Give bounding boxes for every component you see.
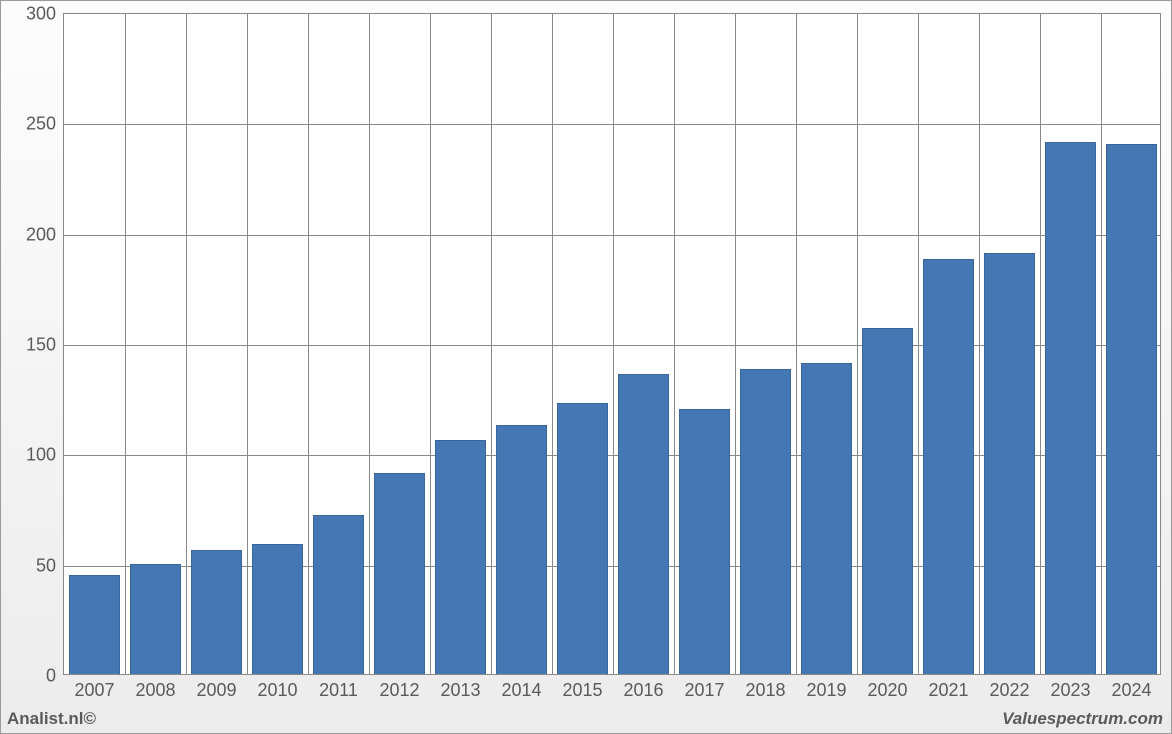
x-tick-label: 2013: [440, 674, 480, 701]
bar: [740, 369, 790, 674]
bar: [496, 425, 546, 674]
x-tick-label: 2020: [867, 674, 907, 701]
x-tick-label: 2019: [806, 674, 846, 701]
x-tick-label: 2024: [1111, 674, 1151, 701]
gridline-vertical: [430, 14, 431, 674]
gridline-vertical: [735, 14, 736, 674]
gridline-vertical: [796, 14, 797, 674]
bar: [69, 575, 119, 674]
gridline-vertical: [1040, 14, 1041, 674]
x-tick-label: 2014: [501, 674, 541, 701]
gridline-horizontal: [64, 235, 1160, 236]
y-tick-label: 150: [26, 335, 64, 356]
x-tick-label: 2011: [319, 674, 358, 701]
x-tick-label: 2007: [74, 674, 114, 701]
x-tick-label: 2008: [135, 674, 175, 701]
gridline-vertical: [369, 14, 370, 674]
x-tick-label: 2017: [684, 674, 724, 701]
gridline-horizontal: [64, 124, 1160, 125]
bar: [801, 363, 851, 674]
gridline-vertical: [247, 14, 248, 674]
bar: [1106, 144, 1156, 674]
y-tick-label: 0: [46, 666, 64, 687]
chart-container: 0 50 100 150 200 250 300 2007 2008 2009 2010 2011 20…: [0, 0, 1172, 734]
footer-right: Valuespectrum.com: [1002, 709, 1163, 729]
gridline-vertical: [674, 14, 675, 674]
gridline-vertical: [1101, 14, 1102, 674]
y-tick-label: 100: [26, 445, 64, 466]
x-tick-label: 2016: [623, 674, 663, 701]
gridline-vertical: [918, 14, 919, 674]
bar: [1045, 142, 1095, 674]
y-tick-label: 300: [26, 4, 64, 25]
gridline-vertical: [552, 14, 553, 674]
bar: [984, 253, 1034, 674]
bar: [557, 403, 607, 674]
plot-area: 0501001502002503002007200820092010201120…: [63, 13, 1161, 675]
bar: [679, 409, 729, 674]
y-tick-label: 200: [26, 224, 64, 245]
bar: [435, 440, 485, 674]
gridline-vertical: [308, 14, 309, 674]
y-tick-label: 250: [26, 114, 64, 135]
x-tick-label: 2022: [989, 674, 1029, 701]
y-tick-label: 50: [36, 555, 64, 576]
x-tick-label: 2018: [745, 674, 785, 701]
x-tick-label: 2009: [196, 674, 236, 701]
gridline-vertical: [491, 14, 492, 674]
x-tick-label: 2023: [1050, 674, 1090, 701]
bar: [130, 564, 180, 674]
gridline-vertical: [186, 14, 187, 674]
bar: [191, 550, 241, 674]
x-tick-label: 2010: [257, 674, 297, 701]
footer-left: Analist.nl©: [7, 709, 96, 729]
gridline-vertical: [613, 14, 614, 674]
bar: [923, 259, 973, 674]
bar: [862, 328, 912, 674]
bar: [618, 374, 668, 674]
bar: [313, 515, 363, 674]
gridline-vertical: [979, 14, 980, 674]
bar: [252, 544, 302, 674]
gridline-vertical: [857, 14, 858, 674]
x-tick-label: 2021: [928, 674, 968, 701]
gridline-vertical: [125, 14, 126, 674]
x-tick-label: 2012: [379, 674, 419, 701]
bar: [374, 473, 424, 674]
x-tick-label: 2015: [562, 674, 602, 701]
